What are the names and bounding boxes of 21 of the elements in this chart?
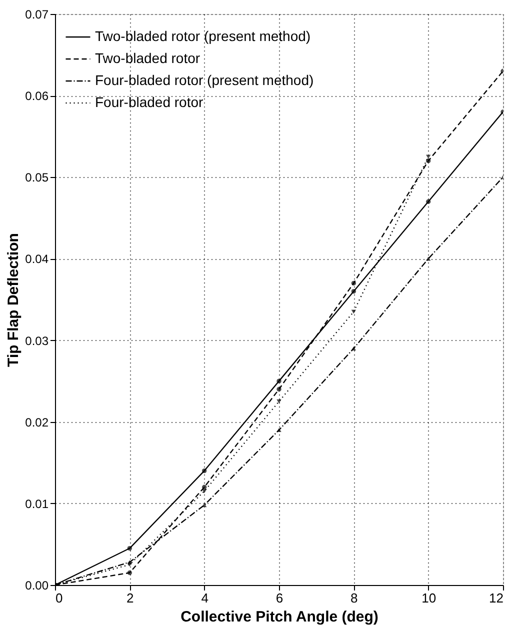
legend-label: Four-bladed rotor (present method) xyxy=(95,72,314,88)
y-tick-label: 0.00 xyxy=(25,578,49,592)
y-tick-label: 0.07 xyxy=(25,8,49,22)
y-tick-label: 0.03 xyxy=(25,334,49,348)
y-tick-label: 0.02 xyxy=(25,415,49,430)
x-tick-label: 4 xyxy=(201,590,208,606)
y-axis-title: Tip Flap Deflection xyxy=(5,233,22,367)
x-tick-label: 8 xyxy=(350,590,358,606)
y-tick-label: 0.01 xyxy=(25,496,49,511)
x-axis-title: Collective Pitch Angle (deg) xyxy=(180,608,378,626)
y-tick-label: 0.06 xyxy=(25,89,49,104)
x-tick-label: 2 xyxy=(126,590,134,606)
y-tick-label: 0.05 xyxy=(25,170,49,185)
x-tick-label: 12 xyxy=(489,590,504,606)
x-tick-label: 0 xyxy=(56,590,63,606)
x-tick-label: 10 xyxy=(422,590,436,606)
y-tick-label: 0.04 xyxy=(25,252,49,266)
legend-label: Two-bladed rotor xyxy=(95,50,200,66)
legend-label: Four-bladed rotor xyxy=(95,94,204,110)
legend-label: Two-bladed rotor (present method) xyxy=(95,28,311,44)
x-tick-label: 6 xyxy=(276,590,284,606)
